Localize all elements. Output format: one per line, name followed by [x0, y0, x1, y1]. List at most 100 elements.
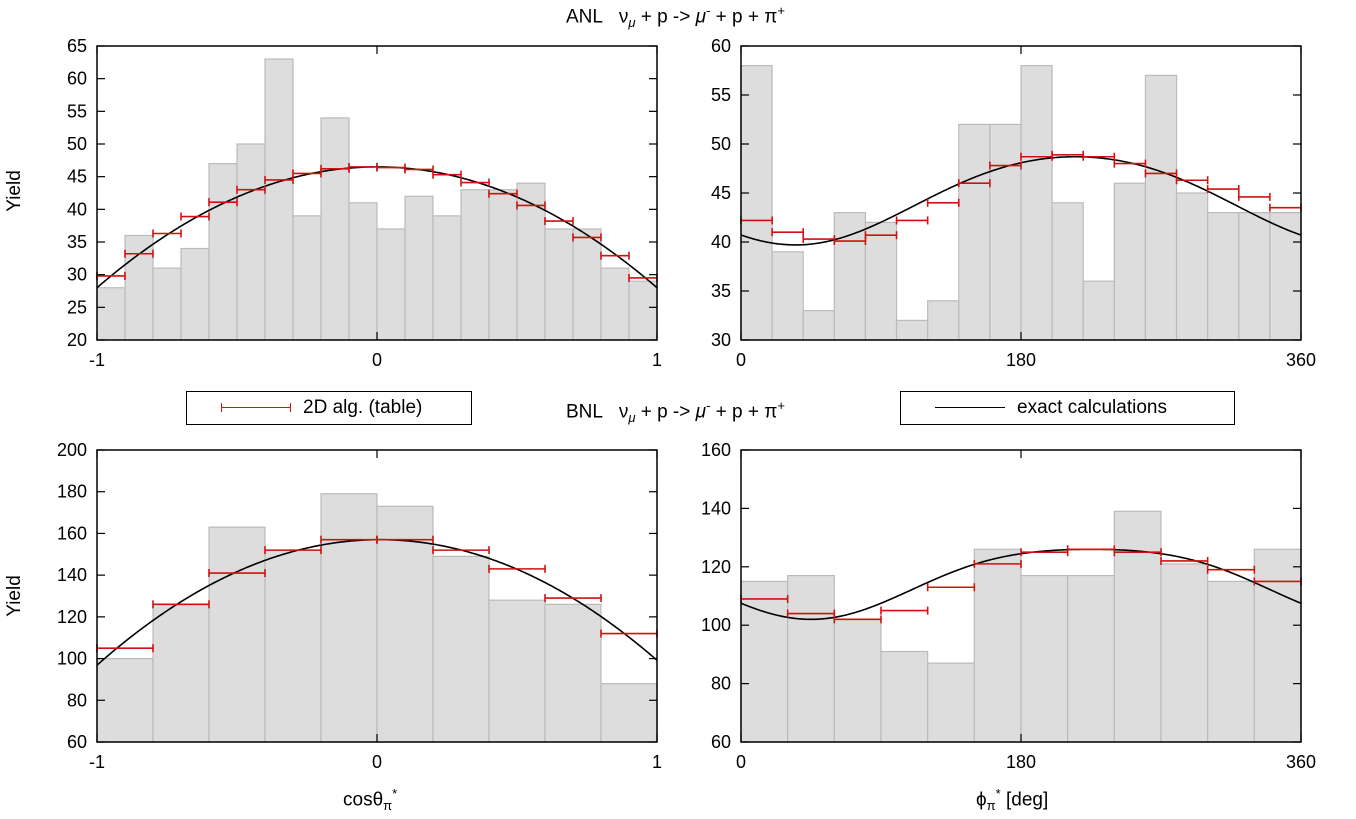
x-tick-label: 360 [1286, 350, 1316, 370]
histogram-bar [927, 300, 960, 341]
legend-curve: exact calculations [900, 391, 1235, 425]
algo-marker [1237, 192, 1271, 201]
y-tick-label: 140 [701, 498, 731, 518]
histogram-bar [96, 657, 154, 743]
histogram-bar [320, 493, 378, 743]
y-tick-label: 100 [57, 649, 87, 669]
y-tick-label: 60 [711, 732, 731, 752]
histogram-bar [1082, 280, 1115, 341]
y-tick-label: 60 [711, 36, 731, 56]
top-title: ANL νμ + p -> μ- + p + π+ [566, 3, 785, 31]
chart-anl-phi: 30 35 40 45 50 55 60 0 180 360 [711, 36, 1316, 370]
x-tick-label: 0 [372, 350, 382, 370]
histogram-bar [488, 599, 546, 743]
histogram-bar [833, 212, 867, 341]
algo-marker [802, 235, 836, 244]
histogram-bar [404, 195, 434, 341]
algo-marker [880, 606, 929, 615]
histogram-bar [1175, 192, 1209, 341]
algo-marker [236, 185, 266, 194]
chart-anl-cos: 20 25 30 35 40 45 50 55 60 65 -1 0 1 [67, 36, 662, 370]
histogram-bar [1253, 548, 1302, 743]
histogram-bar [572, 228, 602, 341]
algo-marker [488, 189, 518, 198]
algo-marker [926, 198, 960, 207]
histogram-bar [833, 618, 882, 743]
y-tick-label: 40 [67, 199, 87, 219]
algo-marker [926, 583, 976, 592]
histogram-bar [1051, 202, 1084, 341]
histogram-bar [787, 574, 835, 743]
histogram-bar [1113, 182, 1147, 341]
x-tick-label: -1 [89, 350, 105, 370]
y-tick-label: 55 [67, 101, 87, 121]
histogram-bar [320, 117, 350, 341]
histogram-bar [895, 319, 929, 341]
algo-marker [1113, 548, 1162, 557]
algo-marker [1206, 185, 1240, 194]
histogram-bar [376, 228, 406, 341]
y-tick-label: 65 [67, 36, 87, 56]
algo-marker [1082, 152, 1116, 161]
y-tick-label: 50 [67, 134, 87, 154]
algo-marker [96, 271, 126, 280]
legend-curve-label: exact calculations [1017, 397, 1167, 418]
x-tick-label: 180 [1006, 752, 1036, 772]
y-tick-label: 45 [67, 167, 87, 187]
algo-marker [1066, 545, 1116, 554]
algo-marker [348, 162, 378, 171]
y-tick-label: 80 [711, 674, 731, 694]
algo-marker [404, 165, 434, 174]
y-axis-label-top: Yield [3, 170, 25, 212]
histogram-bar [152, 603, 210, 743]
legend-errorbar-swatch [221, 398, 291, 418]
x-tick-label: -1 [89, 752, 105, 772]
histogram-bar [1160, 563, 1209, 743]
y-tick-label: 55 [711, 85, 731, 105]
y-tick-label: 60 [67, 732, 87, 752]
y-tick-label: 120 [701, 557, 731, 577]
histogram-bar [1207, 580, 1255, 743]
algo-marker [516, 201, 546, 210]
histogram-bar [1020, 574, 1069, 743]
histogram-bar [376, 505, 434, 743]
legend-histogram: 2D alg. (table) [186, 391, 472, 425]
y-axis-label-bottom: Yield [3, 575, 25, 617]
histogram-bar [124, 234, 154, 341]
histogram-bar [628, 280, 658, 341]
algo-marker [264, 546, 322, 555]
algo-marker [432, 170, 462, 179]
y-tick-label: 45 [711, 183, 731, 203]
algo-marker [572, 233, 602, 242]
histogram-bar [771, 251, 804, 341]
y-tick-label: 30 [711, 330, 731, 350]
histogram-bar [1207, 212, 1240, 341]
algo-marker [771, 228, 805, 237]
histogram-bar [152, 267, 182, 341]
y-tick-label: 50 [711, 134, 731, 154]
y-tick-label: 200 [57, 440, 87, 460]
y-tick-label: 35 [67, 232, 87, 252]
histogram-bar [208, 526, 266, 743]
y-tick-label: 140 [57, 565, 87, 585]
algo-marker [1175, 176, 1209, 185]
histogram-bar [488, 189, 518, 341]
histogram-bar [432, 215, 462, 341]
algo-marker [152, 600, 210, 609]
algo-marker [1160, 556, 1209, 565]
algo-marker [1144, 169, 1178, 178]
x-tick-label: 0 [736, 752, 746, 772]
algo-marker [864, 231, 898, 240]
y-tick-label: 80 [67, 690, 87, 710]
histogram-bar [96, 287, 126, 341]
algo-marker [833, 615, 882, 624]
chart-bnl-cos: 60 80 100 120 140 160 180 200 -1 0 1 [57, 440, 662, 772]
histogram-bar [292, 215, 322, 341]
histogram-bar [989, 123, 1022, 341]
algo-marker [376, 163, 406, 172]
histogram-bar [1113, 510, 1162, 743]
legend-histogram-label: 2D alg. (table) [303, 397, 423, 418]
histogram-bar [264, 58, 294, 341]
algo-marker [1269, 203, 1302, 212]
y-tick-label: 160 [701, 440, 731, 460]
